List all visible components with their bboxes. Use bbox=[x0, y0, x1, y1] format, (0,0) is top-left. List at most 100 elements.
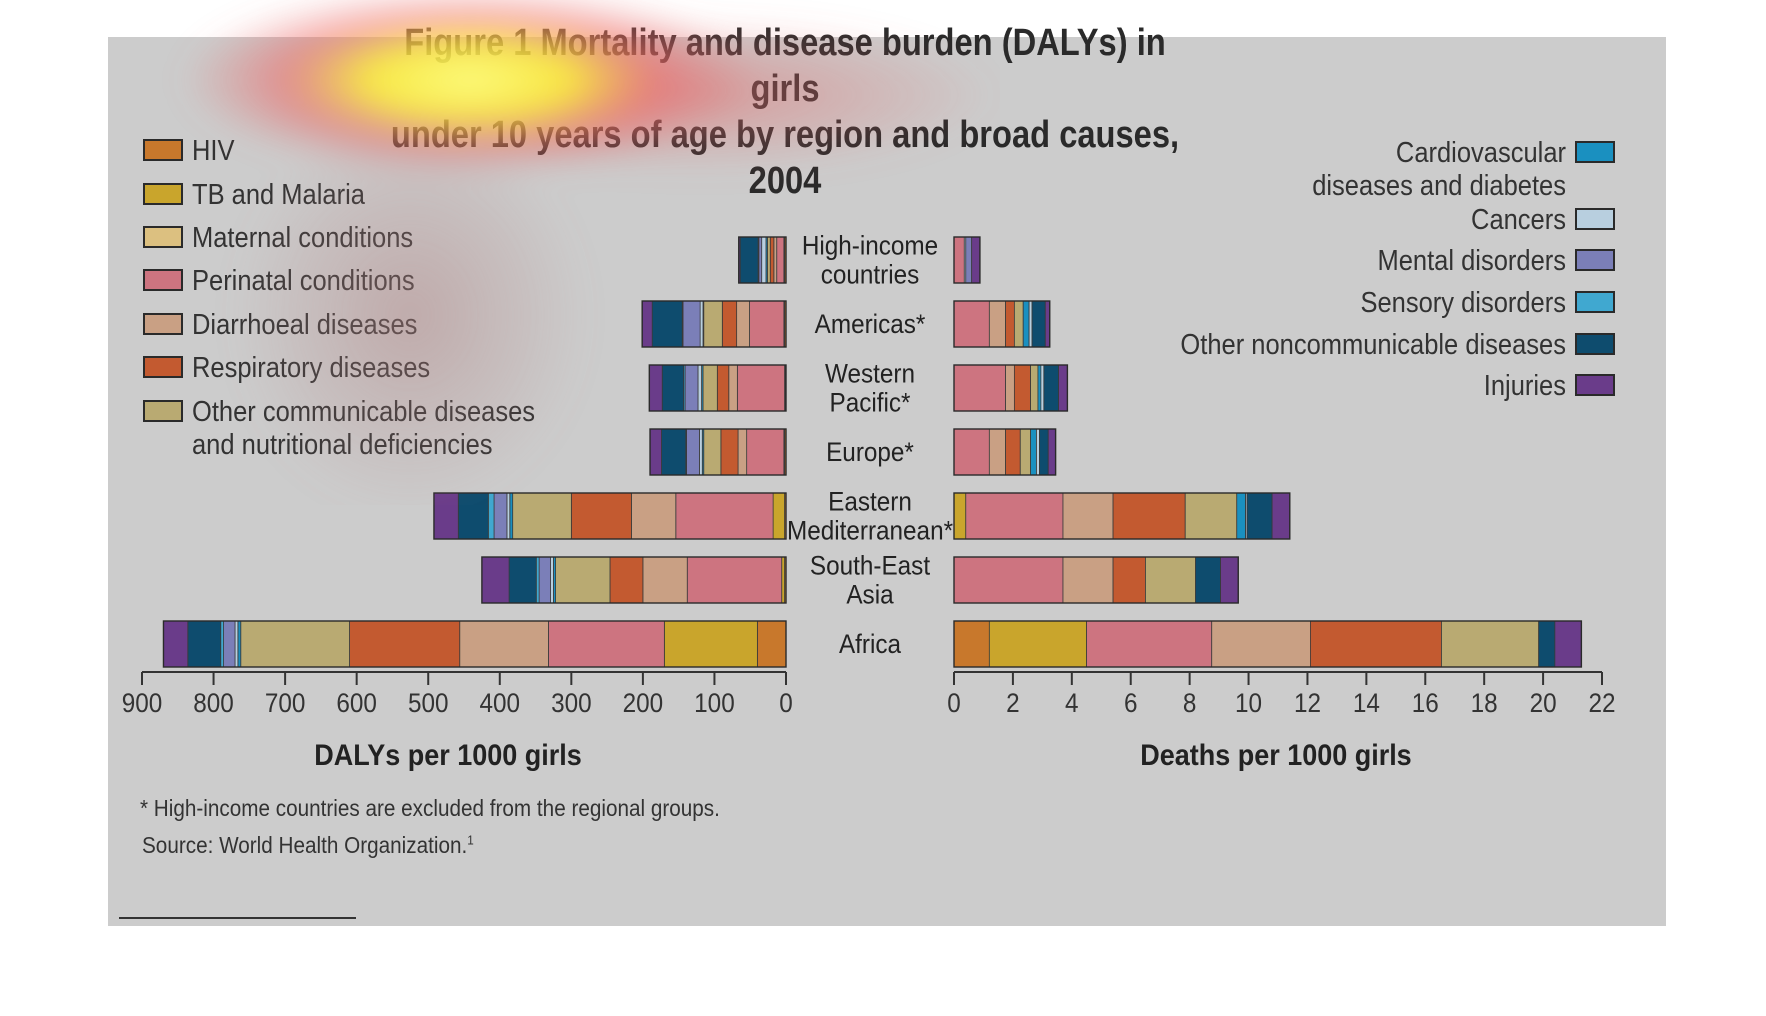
dalys-tick-label-400: 400 bbox=[480, 689, 521, 718]
deaths-bar-eastern-mediterranean-perinatal bbox=[965, 492, 1064, 540]
legend-swatch-cardiovascular bbox=[1575, 141, 1615, 163]
dalys-tick-label-0: 0 bbox=[779, 689, 793, 718]
dalys-bar-eastern-mediterranean-sensory bbox=[487, 492, 495, 540]
dalys-axis: 900 800 700 600 500 400 300 200 100 0 bbox=[122, 671, 793, 718]
dalys-bar-western-pacific-mental bbox=[684, 364, 699, 412]
dalys-bar-high-income-countries-other_noncommunicable bbox=[739, 236, 759, 284]
deaths-bar-europe-cardiovascular bbox=[1030, 428, 1037, 476]
deaths-tick-label-10: 10 bbox=[1235, 689, 1262, 718]
legend-label-respiratory: Respiratory diseases bbox=[192, 350, 430, 383]
deaths-bar-europe-other_communicable bbox=[1019, 428, 1031, 476]
deaths-bar-western-pacific-respiratory bbox=[1013, 364, 1031, 412]
dalys-bar-outline-eastern-mediterranean bbox=[433, 492, 787, 540]
deaths-tick-label-20: 20 bbox=[1530, 689, 1557, 718]
footnote: * High-income countries are excluded fro… bbox=[140, 795, 720, 821]
dalys-bar-europe-other_communicable bbox=[703, 428, 722, 476]
deaths-bar-africa-respiratory bbox=[1310, 620, 1442, 668]
deaths-bar-africa-tb_malaria bbox=[988, 620, 1087, 668]
dalys-tick-label-100: 100 bbox=[694, 689, 735, 718]
dalys-bar-eastern-mediterranean-respiratory bbox=[570, 492, 632, 540]
deaths-bar-africa-other_communicable bbox=[1441, 620, 1540, 668]
deaths-bar-western-pacific-perinatal bbox=[953, 364, 1006, 412]
deaths-tick-label-2: 2 bbox=[1006, 689, 1020, 718]
dalys-bar-outline-western-pacific bbox=[648, 364, 787, 412]
legend-swatch-other_noncommunicable bbox=[1575, 333, 1615, 355]
dalys-bar-eastern-mediterranean-other_communicable bbox=[512, 492, 572, 540]
legend-label-other_communicable: Other communicable diseases bbox=[192, 394, 535, 427]
deaths-bar-americas-diarrhoeal bbox=[988, 300, 1006, 348]
region-label-countries: countries bbox=[821, 260, 920, 289]
deaths-bar-western-pacific-cardiovascular bbox=[1037, 364, 1042, 412]
dalys-bar-western-pacific-other_communicable bbox=[702, 364, 718, 412]
deaths-bar-high-income-countries-perinatal bbox=[953, 236, 965, 284]
legend-label-diarrhoeal: Diarrhoeal diseases bbox=[192, 307, 417, 340]
dalys-bar-outline-europe bbox=[649, 428, 787, 476]
deaths-bar-europe-cancers bbox=[1036, 428, 1040, 476]
dalys-bar-americas-cancers bbox=[699, 300, 704, 348]
deaths-bar-high-income-countries-mental bbox=[965, 236, 973, 284]
footnote-rule bbox=[119, 917, 356, 919]
deaths-bar-americas-cancers bbox=[1028, 300, 1033, 348]
deaths-bar-eastern-mediterranean-injuries bbox=[1271, 492, 1291, 540]
dalys-bar-africa-sensory bbox=[220, 620, 224, 668]
deaths-bar-outline-high-income-countries bbox=[953, 236, 981, 284]
dalys-bar-europe-injuries bbox=[649, 428, 662, 476]
legend-label-sensory: Sensory disorders bbox=[1360, 285, 1566, 318]
legend-label-cardiovascular: Cardiovascular bbox=[1396, 135, 1566, 168]
dalys-bar-americas-respiratory bbox=[721, 300, 738, 348]
region-label-europe: Europe* bbox=[826, 438, 914, 467]
dalys-bar-europe-respiratory bbox=[720, 428, 739, 476]
deaths-bar-africa-injuries bbox=[1554, 620, 1582, 668]
dalys-bar-eastern-mediterranean-cardiovascular bbox=[509, 492, 514, 540]
deaths-bar-europe-diarrhoeal bbox=[988, 428, 1006, 476]
legend-swatch-perinatal bbox=[143, 269, 183, 291]
deaths-tick-label-16: 16 bbox=[1412, 689, 1439, 718]
dalys-bar-africa-tb_malaria bbox=[663, 620, 758, 668]
dalys-tick-label-700: 700 bbox=[265, 689, 306, 718]
deaths-bar-western-pacific-other_communicable bbox=[1030, 364, 1039, 412]
region-label-africa: Africa bbox=[839, 630, 902, 659]
dalys-bar-eastern-mediterranean-cancers bbox=[506, 492, 511, 540]
deaths-bar-western-pacific-cancers bbox=[1040, 364, 1045, 412]
deaths-bar-south-east-asia-diarrhoeal bbox=[1062, 556, 1114, 604]
dalys-tick-label-500: 500 bbox=[408, 689, 449, 718]
dalys-bar-south-east-asia-cancers bbox=[550, 556, 554, 604]
deaths-bar-western-pacific-injuries bbox=[1058, 364, 1068, 412]
deaths-bar-eastern-mediterranean-other_noncommunicable bbox=[1246, 492, 1273, 540]
legend-swatch-mental bbox=[1575, 249, 1615, 271]
dalys-bar-south-east-asia-sensory bbox=[535, 556, 540, 604]
deaths-bar-africa-hiv bbox=[953, 620, 990, 668]
dalys-tick-label-600: 600 bbox=[336, 689, 377, 718]
deaths-bar-outline-south-east-asia bbox=[953, 556, 1239, 604]
dalys-bar-europe-diarrhoeal bbox=[737, 428, 748, 476]
dalys-bar-south-east-asia-other_noncommunicable bbox=[508, 556, 537, 604]
deaths-bar-outline-africa bbox=[953, 620, 1583, 668]
dalys-bar-americas-mental bbox=[682, 300, 701, 348]
legend-label-cardiovascular-line-2: diseases and diabetes bbox=[1312, 168, 1566, 201]
dalys-bar-south-east-asia-injuries bbox=[481, 556, 510, 604]
deaths-bar-europe-respiratory bbox=[1005, 428, 1021, 476]
deaths-bar-eastern-mediterranean-respiratory bbox=[1112, 492, 1186, 540]
dalys-bar-eastern-mediterranean-diarrhoeal bbox=[631, 492, 677, 540]
region-label-americas: Americas* bbox=[815, 310, 926, 339]
dalys-bar-western-pacific-injuries bbox=[648, 364, 663, 412]
deaths-tick-label-14: 14 bbox=[1353, 689, 1380, 718]
dalys-bar-high-income-countries-respiratory bbox=[769, 236, 775, 284]
dalys-bar-europe-perinatal bbox=[746, 428, 785, 476]
legend-swatch-cancers bbox=[1575, 208, 1615, 230]
dalys-bar-south-east-asia-diarrhoeal bbox=[642, 556, 688, 604]
dalys-bar-africa-mental bbox=[223, 620, 236, 668]
deaths-tick-label-12: 12 bbox=[1294, 689, 1321, 718]
dalys-bar-western-pacific-perinatal bbox=[736, 364, 785, 412]
region-label-high-income: High-income bbox=[802, 231, 938, 260]
legend-swatch-tb_malaria bbox=[143, 183, 183, 205]
deaths-tick-label-22: 22 bbox=[1588, 689, 1615, 718]
deaths-bar-africa-perinatal bbox=[1086, 620, 1213, 668]
dalys-bar-outline-south-east-asia bbox=[481, 556, 787, 604]
region-label-south-east: South-East bbox=[810, 551, 930, 580]
deaths-bar-americas-perinatal bbox=[953, 300, 990, 348]
source-text: Source: World Health Organization. bbox=[142, 832, 468, 858]
